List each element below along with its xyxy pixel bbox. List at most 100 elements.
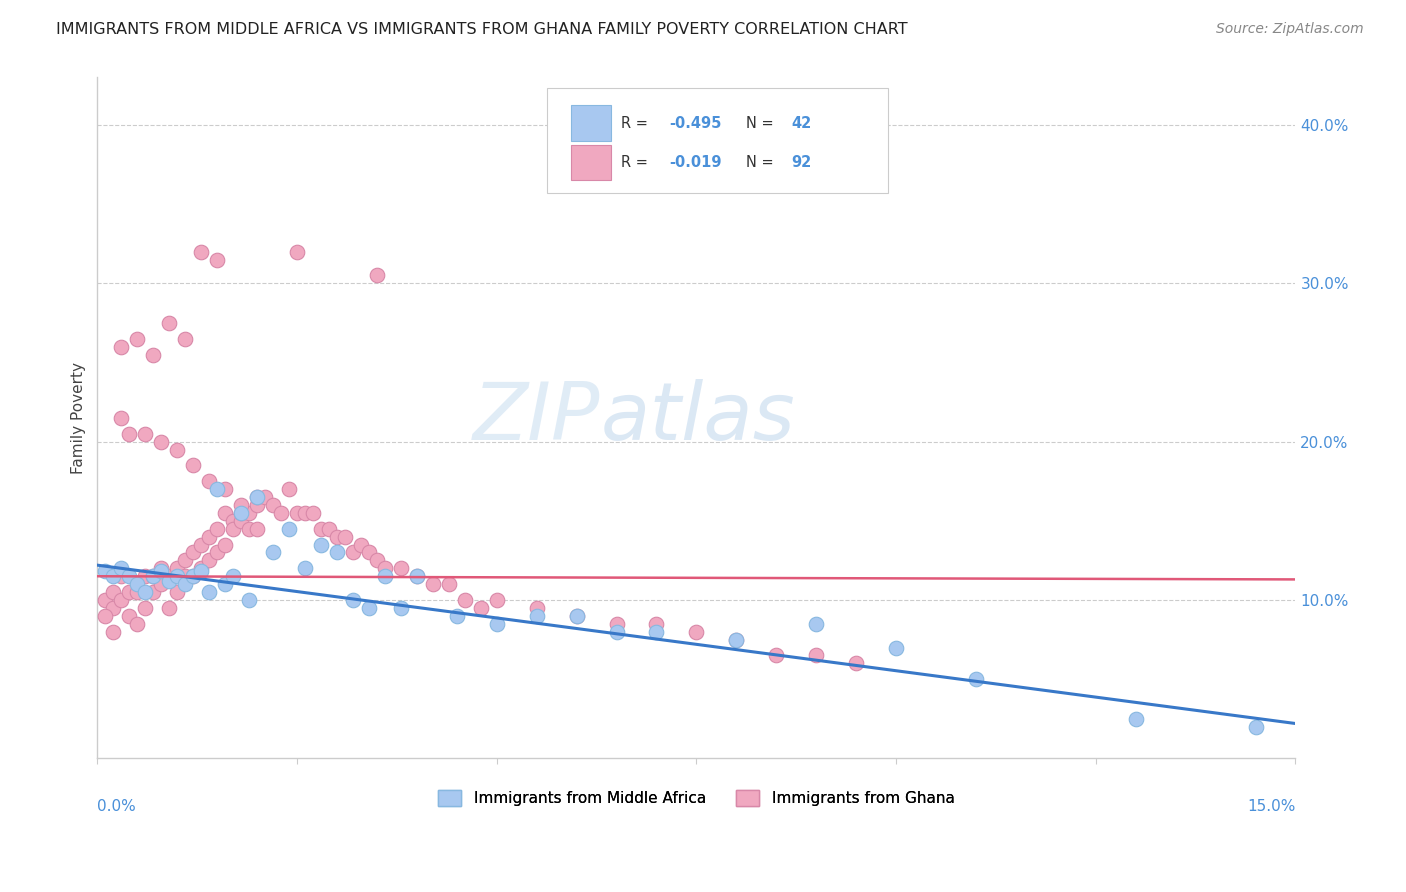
- Text: ZIP: ZIP: [474, 379, 600, 457]
- Point: [190, 538, 212, 552]
- Point: [174, 577, 197, 591]
- Point: [309, 522, 332, 536]
- Text: Source: ZipAtlas.com: Source: ZipAtlas.com: [1216, 22, 1364, 37]
- Text: 0.0%: 0.0%: [97, 799, 136, 814]
- Point: [405, 569, 427, 583]
- Point: [214, 538, 236, 552]
- Text: N =: N =: [745, 155, 778, 170]
- Point: [238, 522, 260, 536]
- Point: [389, 601, 412, 615]
- Point: [294, 561, 316, 575]
- Point: [103, 601, 125, 615]
- Point: [198, 553, 221, 567]
- Text: atlas: atlas: [600, 379, 796, 457]
- Point: [725, 632, 748, 647]
- Point: [118, 426, 141, 441]
- Point: [134, 585, 156, 599]
- Point: [685, 624, 707, 639]
- Point: [806, 648, 828, 663]
- Point: [127, 332, 149, 346]
- Point: [285, 244, 308, 259]
- Point: [118, 569, 141, 583]
- Point: [205, 545, 228, 559]
- Point: [166, 561, 188, 575]
- Point: [366, 553, 388, 567]
- Point: [181, 458, 204, 473]
- Point: [134, 569, 156, 583]
- Point: [142, 347, 165, 361]
- Point: [294, 506, 316, 520]
- Point: [318, 522, 340, 536]
- Point: [526, 608, 548, 623]
- Legend: Immigrants from Middle Africa, Immigrants from Ghana: Immigrants from Middle Africa, Immigrant…: [432, 784, 960, 812]
- Text: N =: N =: [745, 116, 778, 130]
- Point: [198, 530, 221, 544]
- Text: -0.019: -0.019: [669, 155, 721, 170]
- Point: [606, 624, 628, 639]
- Text: -0.495: -0.495: [669, 116, 721, 130]
- Point: [526, 601, 548, 615]
- Point: [94, 565, 117, 579]
- Point: [884, 640, 907, 655]
- Point: [166, 585, 188, 599]
- Point: [333, 530, 356, 544]
- Point: [157, 569, 180, 583]
- Point: [565, 608, 588, 623]
- Point: [150, 577, 173, 591]
- Point: [342, 593, 364, 607]
- Point: [342, 545, 364, 559]
- Point: [214, 506, 236, 520]
- Text: 42: 42: [792, 116, 811, 130]
- Point: [374, 561, 396, 575]
- Point: [127, 585, 149, 599]
- Point: [134, 426, 156, 441]
- Point: [366, 268, 388, 283]
- FancyBboxPatch shape: [571, 105, 612, 141]
- Point: [142, 569, 165, 583]
- Point: [326, 545, 349, 559]
- Point: [205, 522, 228, 536]
- Point: [103, 585, 125, 599]
- Point: [262, 498, 284, 512]
- Point: [190, 244, 212, 259]
- Point: [357, 545, 380, 559]
- Point: [94, 593, 117, 607]
- Point: [127, 577, 149, 591]
- Point: [103, 624, 125, 639]
- Point: [110, 593, 132, 607]
- Point: [229, 498, 252, 512]
- Point: [118, 608, 141, 623]
- Point: [157, 316, 180, 330]
- Point: [150, 565, 173, 579]
- Point: [94, 608, 117, 623]
- FancyBboxPatch shape: [547, 87, 889, 194]
- Point: [150, 561, 173, 575]
- Text: 92: 92: [792, 155, 811, 170]
- Point: [470, 601, 492, 615]
- Point: [150, 434, 173, 449]
- Text: R =: R =: [621, 116, 652, 130]
- Point: [302, 506, 325, 520]
- Point: [565, 608, 588, 623]
- Point: [326, 530, 349, 544]
- Point: [485, 616, 508, 631]
- Point: [845, 657, 868, 671]
- Point: [198, 585, 221, 599]
- Point: [181, 569, 204, 583]
- Point: [205, 482, 228, 496]
- Point: [127, 616, 149, 631]
- Point: [205, 252, 228, 267]
- Y-axis label: Family Poverty: Family Poverty: [72, 362, 86, 474]
- Point: [270, 506, 292, 520]
- Point: [222, 522, 245, 536]
- Point: [229, 506, 252, 520]
- Point: [214, 577, 236, 591]
- Point: [110, 561, 132, 575]
- Point: [1244, 720, 1267, 734]
- Point: [454, 593, 477, 607]
- FancyBboxPatch shape: [571, 145, 612, 180]
- Point: [214, 482, 236, 496]
- Point: [389, 561, 412, 575]
- Point: [229, 514, 252, 528]
- Point: [357, 601, 380, 615]
